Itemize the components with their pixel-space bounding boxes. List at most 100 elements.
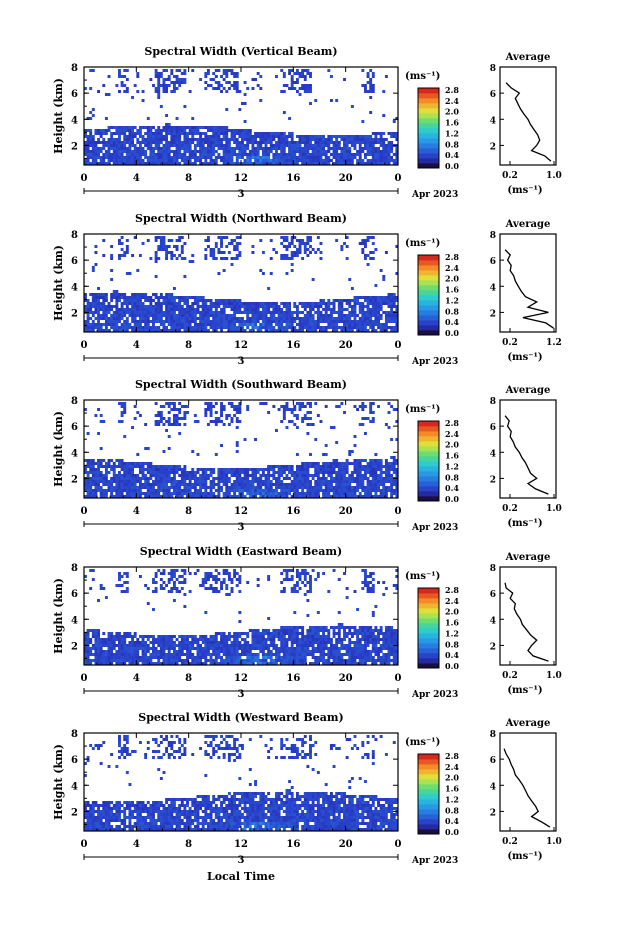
heat-cell [118, 659, 121, 662]
heat-cell [283, 659, 286, 662]
heat-cell [118, 257, 121, 260]
heat-cell [306, 239, 309, 242]
heat-cell [304, 477, 307, 480]
heat-cell [176, 138, 179, 141]
heat-cell [304, 302, 307, 305]
heat-cell [231, 489, 234, 492]
heat-cell [92, 311, 95, 314]
heat-cell [280, 141, 283, 144]
heat-cell [168, 447, 171, 450]
heat-cell [259, 159, 262, 162]
heat-cell [348, 150, 351, 153]
heat-cell [207, 305, 210, 308]
heat-cell [296, 483, 299, 486]
heat-cell [173, 287, 176, 290]
colorbar-segment [418, 421, 439, 426]
heat-cell [126, 141, 129, 144]
heat-cell [327, 492, 330, 495]
heat-cell [246, 302, 249, 305]
heat-cell [105, 659, 108, 662]
heat-cell [354, 323, 357, 326]
heat-cell [113, 147, 116, 150]
heat-cell [147, 126, 150, 129]
heat-cell [312, 144, 315, 147]
heat-cell [265, 159, 268, 162]
heat-cell [204, 153, 207, 156]
heat-cell [346, 483, 349, 486]
heat-cell [118, 308, 121, 311]
heat-cell [183, 257, 186, 260]
heat-cell [102, 156, 105, 159]
heat-cell [152, 314, 155, 317]
heat-cell [304, 245, 307, 248]
heat-cell [320, 156, 323, 159]
heat-cell [251, 150, 254, 153]
heat-cell [186, 656, 189, 659]
heat-cell [89, 69, 92, 72]
heat-cell [285, 489, 288, 492]
heat-cell [356, 483, 359, 486]
heat-cell [217, 477, 220, 480]
heat-cell [189, 483, 192, 486]
heat-cell [299, 251, 302, 254]
heat-cell [215, 257, 218, 260]
heat-cell [259, 87, 262, 90]
heat-cell [312, 486, 315, 489]
heat-cell [225, 147, 228, 150]
heat-cell [217, 320, 220, 323]
heat-cell [382, 477, 385, 480]
heat-cell [343, 477, 346, 480]
heat-cell [380, 480, 383, 483]
heat-cell [296, 474, 299, 477]
heat-cell [113, 477, 116, 480]
heat-cell [291, 471, 294, 474]
heat-cell [348, 156, 351, 159]
heat-cell [338, 159, 341, 162]
heat-cell [149, 305, 152, 308]
heat-cell [197, 159, 200, 162]
heat-cell [152, 326, 155, 329]
heat-cell [168, 239, 171, 242]
heat-cell [163, 87, 166, 90]
heat-cell [241, 320, 244, 323]
heat-cell [155, 320, 158, 323]
heat-cell [244, 323, 247, 326]
heat-cell [364, 323, 367, 326]
heat-cell [367, 254, 370, 257]
heat-cell [181, 405, 184, 408]
heat-cell [94, 293, 97, 296]
heat-cell [354, 480, 357, 483]
heat-cell [144, 447, 147, 450]
heat-cell [293, 141, 296, 144]
heat-cell [183, 411, 186, 414]
heat-cell [105, 326, 108, 329]
heat-cell [325, 471, 328, 474]
heat-cell [354, 471, 357, 474]
heat-cell [364, 405, 367, 408]
heat-cell [390, 462, 393, 465]
heat-cell [165, 302, 168, 305]
heat-cell [215, 477, 218, 480]
heat-cell [176, 414, 179, 417]
colorbar-segment [418, 265, 439, 270]
heat-cell [168, 159, 171, 162]
heat-cell [139, 659, 142, 662]
heat-cell [102, 311, 105, 314]
heat-cell [163, 135, 166, 138]
heat-cell [280, 420, 283, 423]
heat-cell [215, 320, 218, 323]
heat-cell [325, 320, 328, 323]
heat-cell [312, 314, 315, 317]
heat-cell [223, 257, 226, 260]
heat-cell [356, 468, 359, 471]
heat-cell [385, 492, 388, 495]
heat-cell [210, 656, 213, 659]
heat-cell [272, 153, 275, 156]
heat-cell [215, 317, 218, 320]
heat-cell [238, 656, 241, 659]
heat-cell [346, 138, 349, 141]
colorbar-segment [418, 295, 439, 300]
heat-cell [147, 483, 150, 486]
heat-cell [105, 150, 108, 153]
heat-cell [191, 129, 194, 132]
